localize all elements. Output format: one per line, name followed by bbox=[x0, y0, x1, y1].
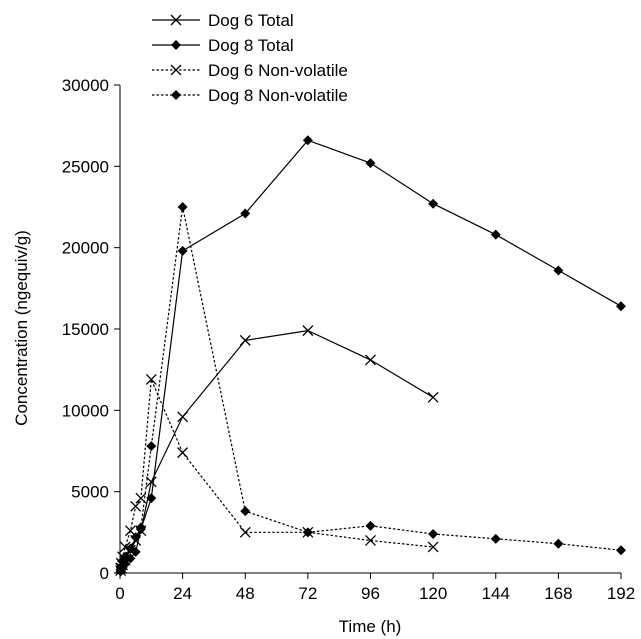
x-tick-label: 120 bbox=[419, 584, 447, 603]
legend-label: Dog 8 Total bbox=[208, 36, 294, 55]
legend-label: Dog 6 Non-volatile bbox=[208, 61, 348, 80]
axes: 0 5000 10000 15000 20000 25000 30000 0 24 48 72 96 1… bbox=[62, 76, 635, 603]
x-tick-label: 192 bbox=[607, 584, 635, 603]
diamond-marker bbox=[177, 202, 188, 212]
x-tick-label: 72 bbox=[298, 584, 317, 603]
x-marker bbox=[365, 354, 376, 366]
x-marker bbox=[239, 334, 251, 346]
legend-entry: Dog 6 Total bbox=[152, 11, 294, 30]
diamond-marker bbox=[177, 245, 188, 256]
diamond-marker bbox=[616, 545, 626, 556]
y-tick-label: 25000 bbox=[62, 157, 109, 176]
x-marker bbox=[170, 14, 182, 26]
diamond-marker bbox=[553, 538, 564, 549]
y-tick-label: 0 bbox=[100, 564, 109, 583]
legend-entry: Dog 8 Non-volatile bbox=[152, 86, 348, 105]
x-marker bbox=[427, 541, 439, 553]
series-0 bbox=[115, 325, 439, 577]
x-marker bbox=[145, 373, 157, 385]
series-2 bbox=[115, 373, 439, 574]
series-line bbox=[120, 206, 622, 570]
diamond-marker bbox=[240, 506, 251, 517]
x-axis-label: Time (h) bbox=[339, 617, 402, 636]
x-marker bbox=[177, 447, 189, 459]
x-tick-label: 96 bbox=[361, 584, 380, 603]
legend-entry: Dog 8 Total bbox=[152, 36, 294, 55]
series-layer bbox=[115, 135, 626, 577]
diamond-marker bbox=[365, 158, 376, 169]
series-1 bbox=[115, 135, 626, 577]
diamond-marker bbox=[171, 90, 181, 100]
legend-label: Dog 8 Non-volatile bbox=[208, 86, 348, 105]
diamond-marker bbox=[240, 208, 251, 219]
diamond-marker bbox=[490, 533, 501, 544]
x-tick-label: 48 bbox=[236, 584, 255, 603]
diamond-marker bbox=[146, 441, 157, 452]
diamond-marker bbox=[553, 265, 564, 276]
diamond-marker bbox=[302, 135, 313, 146]
y-tick-label: 20000 bbox=[62, 239, 109, 258]
y-axis-label: Concentration (ngequiv/g) bbox=[12, 230, 31, 426]
x-marker bbox=[302, 325, 314, 337]
x-marker bbox=[145, 476, 157, 488]
legend-entry: Dog 6 Non-volatile bbox=[152, 61, 348, 80]
legend: Dog 6 Total Dog 8 Total Dog 6 Non-volatile… bbox=[152, 11, 348, 105]
x-marker bbox=[124, 525, 136, 537]
x-tick-label: 144 bbox=[482, 584, 510, 603]
x-marker bbox=[239, 526, 251, 538]
y-tick-label: 15000 bbox=[62, 320, 109, 339]
diamond-marker bbox=[125, 543, 136, 554]
diamond-marker bbox=[135, 522, 146, 533]
diamond-marker bbox=[171, 40, 181, 50]
y-tick-label: 5000 bbox=[71, 483, 109, 502]
diamond-marker bbox=[428, 528, 439, 539]
y-tick-label: 10000 bbox=[62, 401, 109, 420]
series-line bbox=[120, 379, 434, 569]
diamond-marker bbox=[428, 198, 439, 209]
diamond-marker bbox=[120, 551, 131, 562]
x-marker bbox=[170, 64, 182, 76]
x-tick-label: 168 bbox=[544, 584, 572, 603]
diamond-marker bbox=[302, 527, 313, 538]
y-tick-label: 30000 bbox=[62, 76, 109, 95]
diamond-marker bbox=[490, 229, 501, 240]
x-tick-label: 0 bbox=[115, 584, 124, 603]
series-3 bbox=[115, 202, 626, 575]
x-marker bbox=[427, 391, 439, 403]
diamond-marker bbox=[146, 493, 157, 504]
legend-label: Dog 6 Total bbox=[208, 11, 294, 30]
diamond-marker bbox=[130, 532, 141, 543]
x-tick-label: 24 bbox=[173, 584, 192, 603]
diamond-marker bbox=[616, 301, 626, 312]
x-marker bbox=[177, 411, 189, 423]
x-marker bbox=[365, 535, 376, 546]
diamond-marker bbox=[365, 520, 376, 531]
series-line bbox=[120, 139, 622, 572]
x-marker bbox=[130, 500, 142, 512]
